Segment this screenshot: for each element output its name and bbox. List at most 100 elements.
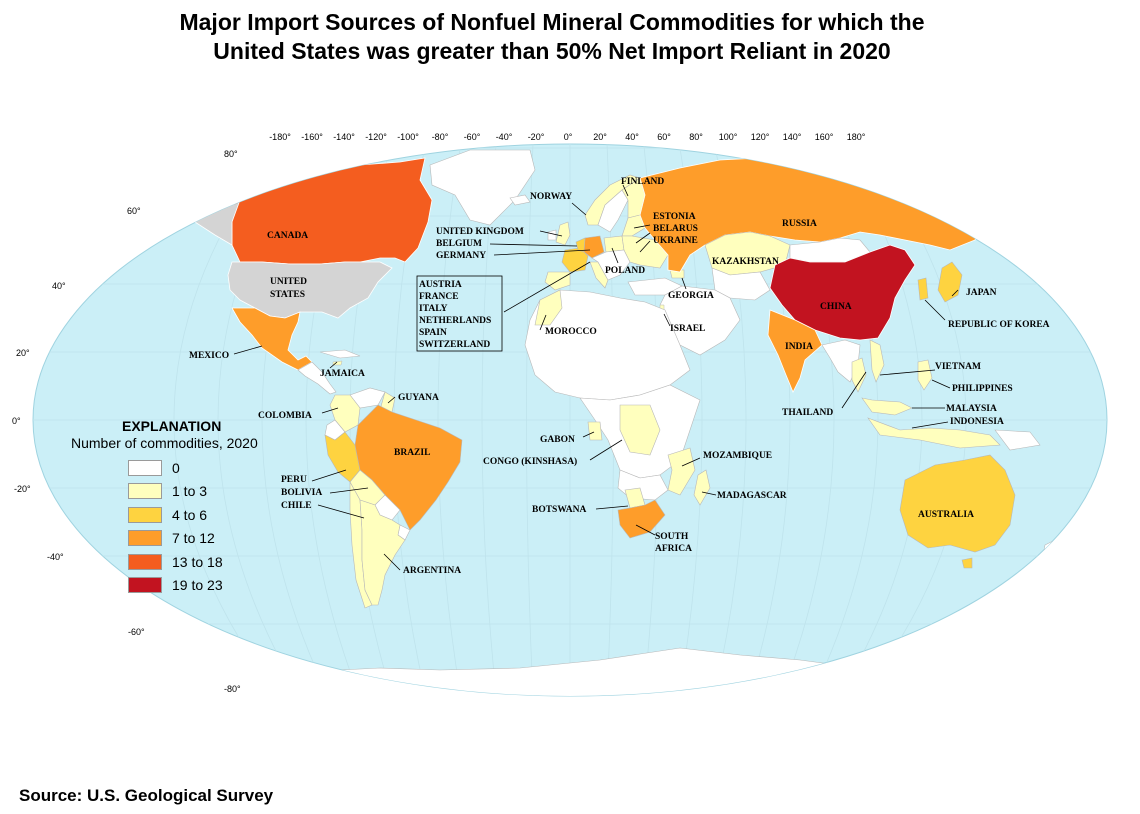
lon-label: -160° bbox=[301, 132, 323, 142]
label-philippines: PHILIPPINES bbox=[952, 384, 1013, 394]
label-colombia: COLOMBIA bbox=[258, 411, 312, 421]
longitude-labels: -180° -160° -140° -120° -100° -80° -60° … bbox=[269, 132, 866, 142]
united-states-shape bbox=[227, 261, 393, 319]
south-africa-shape bbox=[617, 499, 666, 539]
legend-subtitle: Number of commodities, 2020 bbox=[71, 435, 258, 451]
label-mexico: MEXICO bbox=[189, 351, 229, 361]
legend-item: 0 bbox=[128, 456, 304, 480]
papua bbox=[994, 429, 1041, 451]
lat-label: 60° bbox=[127, 206, 141, 216]
map-title: Major Import Sources of Nonfuel Mineral … bbox=[0, 8, 1104, 66]
label-korea: REPUBLIC OF KOREA bbox=[948, 320, 1050, 330]
poland-shape bbox=[603, 235, 625, 253]
lon-label: 60° bbox=[657, 132, 671, 142]
label-madagascar: MADAGASCAR bbox=[717, 491, 787, 501]
central-europe bbox=[591, 249, 631, 281]
morocco-shape bbox=[534, 289, 563, 326]
label-brazil: BRAZIL bbox=[394, 448, 430, 458]
label-switzerland: SWITZERLAND bbox=[419, 340, 490, 350]
label-india: INDIA bbox=[785, 342, 813, 352]
label-chile: CHILE bbox=[281, 501, 312, 511]
label-malaysia: MALAYSIA bbox=[946, 404, 997, 414]
lat-label: -60° bbox=[128, 627, 145, 637]
label-georgia: GEORGIA bbox=[668, 291, 714, 301]
lon-label: -20° bbox=[528, 132, 545, 142]
label-germany: GERMANY bbox=[436, 251, 486, 261]
legend-item: 7 to 12 bbox=[128, 527, 304, 551]
label-china: CHINA bbox=[820, 302, 852, 312]
lon-label: 100° bbox=[719, 132, 738, 142]
lat-label: -20° bbox=[14, 484, 31, 494]
korea-shape bbox=[917, 277, 929, 301]
lon-label: -100° bbox=[397, 132, 419, 142]
label-vietnam: VIETNAM bbox=[935, 362, 981, 372]
label-ukraine: UKRAINE bbox=[653, 236, 698, 246]
lon-label: -60° bbox=[464, 132, 481, 142]
label-canada: CANADA bbox=[267, 231, 308, 241]
legend-item: 1 to 3 bbox=[128, 480, 304, 504]
mexico-shape bbox=[231, 307, 313, 371]
legend-swatch bbox=[128, 577, 162, 594]
india-shape bbox=[767, 309, 823, 393]
australia-shape bbox=[899, 454, 1016, 553]
label-israel: ISRAEL bbox=[670, 324, 705, 334]
lon-label: 20° bbox=[593, 132, 607, 142]
legend-label: 19 to 23 bbox=[172, 577, 223, 594]
title-line-2: United States was greater than 50% Net I… bbox=[213, 38, 891, 64]
label-botswana: BOTSWANA bbox=[532, 505, 587, 515]
label-france: FRANCE bbox=[419, 292, 459, 302]
argentina-shape bbox=[359, 499, 406, 606]
tasmania bbox=[961, 557, 973, 569]
legend-title: EXPLANATION bbox=[122, 418, 222, 434]
legend-swatch bbox=[128, 483, 162, 500]
label-spain: SPAIN bbox=[419, 328, 447, 338]
country-list-box bbox=[416, 275, 503, 352]
label-japan: JAPAN bbox=[966, 288, 997, 298]
madagascar-shape bbox=[693, 469, 711, 506]
legend-label: 7 to 12 bbox=[172, 530, 215, 547]
lon-label: 120° bbox=[751, 132, 770, 142]
label-us-1: UNITED bbox=[270, 277, 307, 287]
lon-label: -80° bbox=[432, 132, 449, 142]
lat-label: 20° bbox=[16, 348, 30, 358]
label-peru: PERU bbox=[281, 475, 307, 485]
lon-label: -180° bbox=[269, 132, 291, 142]
central-america bbox=[297, 361, 337, 395]
label-kazakhstan: KAZAKHSTAN bbox=[712, 257, 779, 267]
label-mozambique: MOZAMBIQUE bbox=[703, 451, 772, 461]
label-italy: ITALY bbox=[419, 304, 448, 314]
caribbean bbox=[319, 349, 361, 359]
congo-shape bbox=[619, 404, 661, 456]
legend-label: 0 bbox=[172, 459, 180, 476]
canada-shape bbox=[231, 157, 433, 265]
lat-label: -40° bbox=[47, 552, 64, 562]
italy-shape bbox=[589, 261, 609, 289]
country-labels: CANADA UNITED STATES MEXICO JAMAICA COLO… bbox=[189, 177, 1050, 576]
label-thailand: THAILAND bbox=[782, 408, 833, 418]
label-congo: CONGO (KINSHASA) bbox=[483, 456, 577, 467]
thailand-shape bbox=[851, 357, 867, 393]
label-argentina: ARGENTINA bbox=[403, 566, 461, 576]
lon-label: 140° bbox=[783, 132, 802, 142]
legend-label: 4 to 6 bbox=[172, 506, 208, 523]
legend-item: 13 to 18 bbox=[128, 550, 304, 574]
latitude-labels: 80° 60° 40° 20° 0° -20° -40° -60° -80° bbox=[12, 149, 241, 694]
legend-label: 13 to 18 bbox=[172, 553, 223, 570]
lon-label: 0° bbox=[564, 132, 573, 142]
philippines-shape bbox=[917, 359, 933, 391]
uk-shape bbox=[555, 221, 571, 246]
label-belarus: BELARUS bbox=[653, 224, 698, 234]
legend-item: 4 to 6 bbox=[128, 503, 304, 527]
label-guyana: GUYANA bbox=[398, 393, 439, 403]
label-russia: RUSSIA bbox=[782, 219, 817, 229]
legend-label: 1 to 3 bbox=[172, 483, 208, 500]
lon-label: 40° bbox=[625, 132, 639, 142]
lon-label: 80° bbox=[689, 132, 703, 142]
label-us-2: STATES bbox=[270, 290, 305, 300]
lon-label: 180° bbox=[847, 132, 866, 142]
label-poland: POLAND bbox=[605, 266, 645, 276]
label-netherlands: NETHERLANDS bbox=[419, 316, 491, 326]
legend-item: 19 to 23 bbox=[128, 574, 304, 598]
lat-label: -80° bbox=[224, 684, 241, 694]
